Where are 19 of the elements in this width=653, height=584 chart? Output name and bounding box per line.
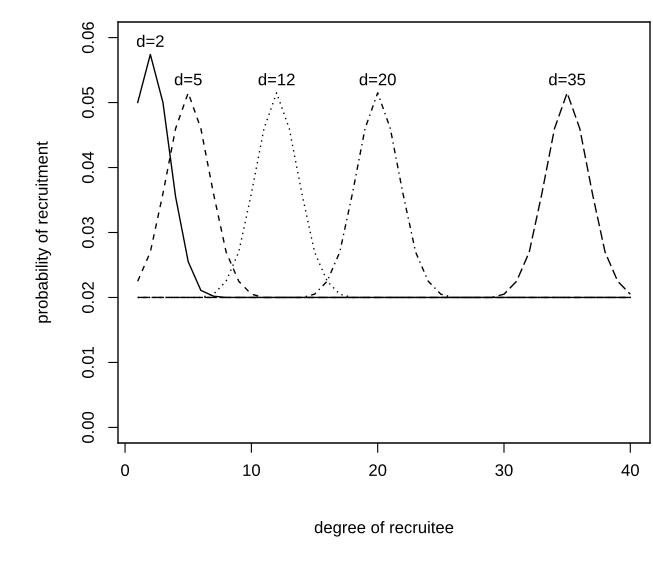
series-label: d=5 xyxy=(174,73,202,86)
y-tick-label: 0.04 xyxy=(82,152,94,184)
x-tick-label: 20 xyxy=(369,464,386,476)
x-axis-title: degree of recruitee xyxy=(314,521,454,537)
x-tick-label: 10 xyxy=(243,464,260,476)
series-label: d=12 xyxy=(258,73,295,86)
y-tick-label: 0.06 xyxy=(82,22,94,54)
y-tick-label: 0.02 xyxy=(82,282,94,314)
series-label: d=35 xyxy=(549,73,586,86)
x-tick-label: 40 xyxy=(621,464,639,476)
series-label: d=20 xyxy=(360,73,396,86)
y-axis-title: probability of recruitment xyxy=(36,141,52,323)
x-tick-label: 0 xyxy=(121,464,130,476)
y-tick-label: 0.05 xyxy=(82,87,94,118)
y-tick-label: 0.03 xyxy=(82,217,94,248)
series-label: d=2 xyxy=(136,34,164,48)
y-tick-label: 0.00 xyxy=(82,412,94,443)
x-tick-label: 30 xyxy=(495,464,513,476)
y-tick-label: 0.01 xyxy=(82,347,94,378)
